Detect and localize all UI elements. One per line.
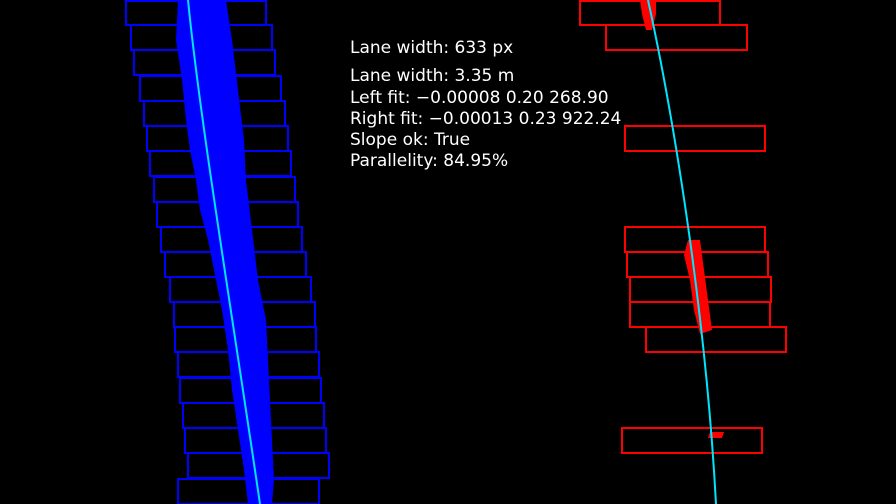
right-window: [621, 427, 763, 454]
right-fit-line: [647, 0, 717, 504]
right-window: [605, 24, 748, 51]
lane-width-m-text: Lane width: 3.35 m: [350, 66, 515, 86]
parallelity-text: Parallelity: 84.95%: [350, 151, 509, 171]
left-window: [177, 478, 320, 504]
left-sliding-windows: [125, 0, 330, 504]
right-fit-text: Right fit: −0.00013 0.23 922.24: [350, 109, 622, 129]
right-sliding-windows: [579, 0, 787, 454]
left-fit-text: Left fit: −0.00008 0.20 268.90: [350, 88, 609, 108]
left-fit-line: [187, 0, 261, 504]
lane-width-px-text: Lane width: 633 px: [350, 38, 514, 58]
right-lane-pixels-mid: [684, 240, 712, 334]
right-window: [624, 125, 766, 152]
slope-ok-text: Slope ok: True: [350, 130, 471, 150]
right-window: [645, 326, 787, 353]
